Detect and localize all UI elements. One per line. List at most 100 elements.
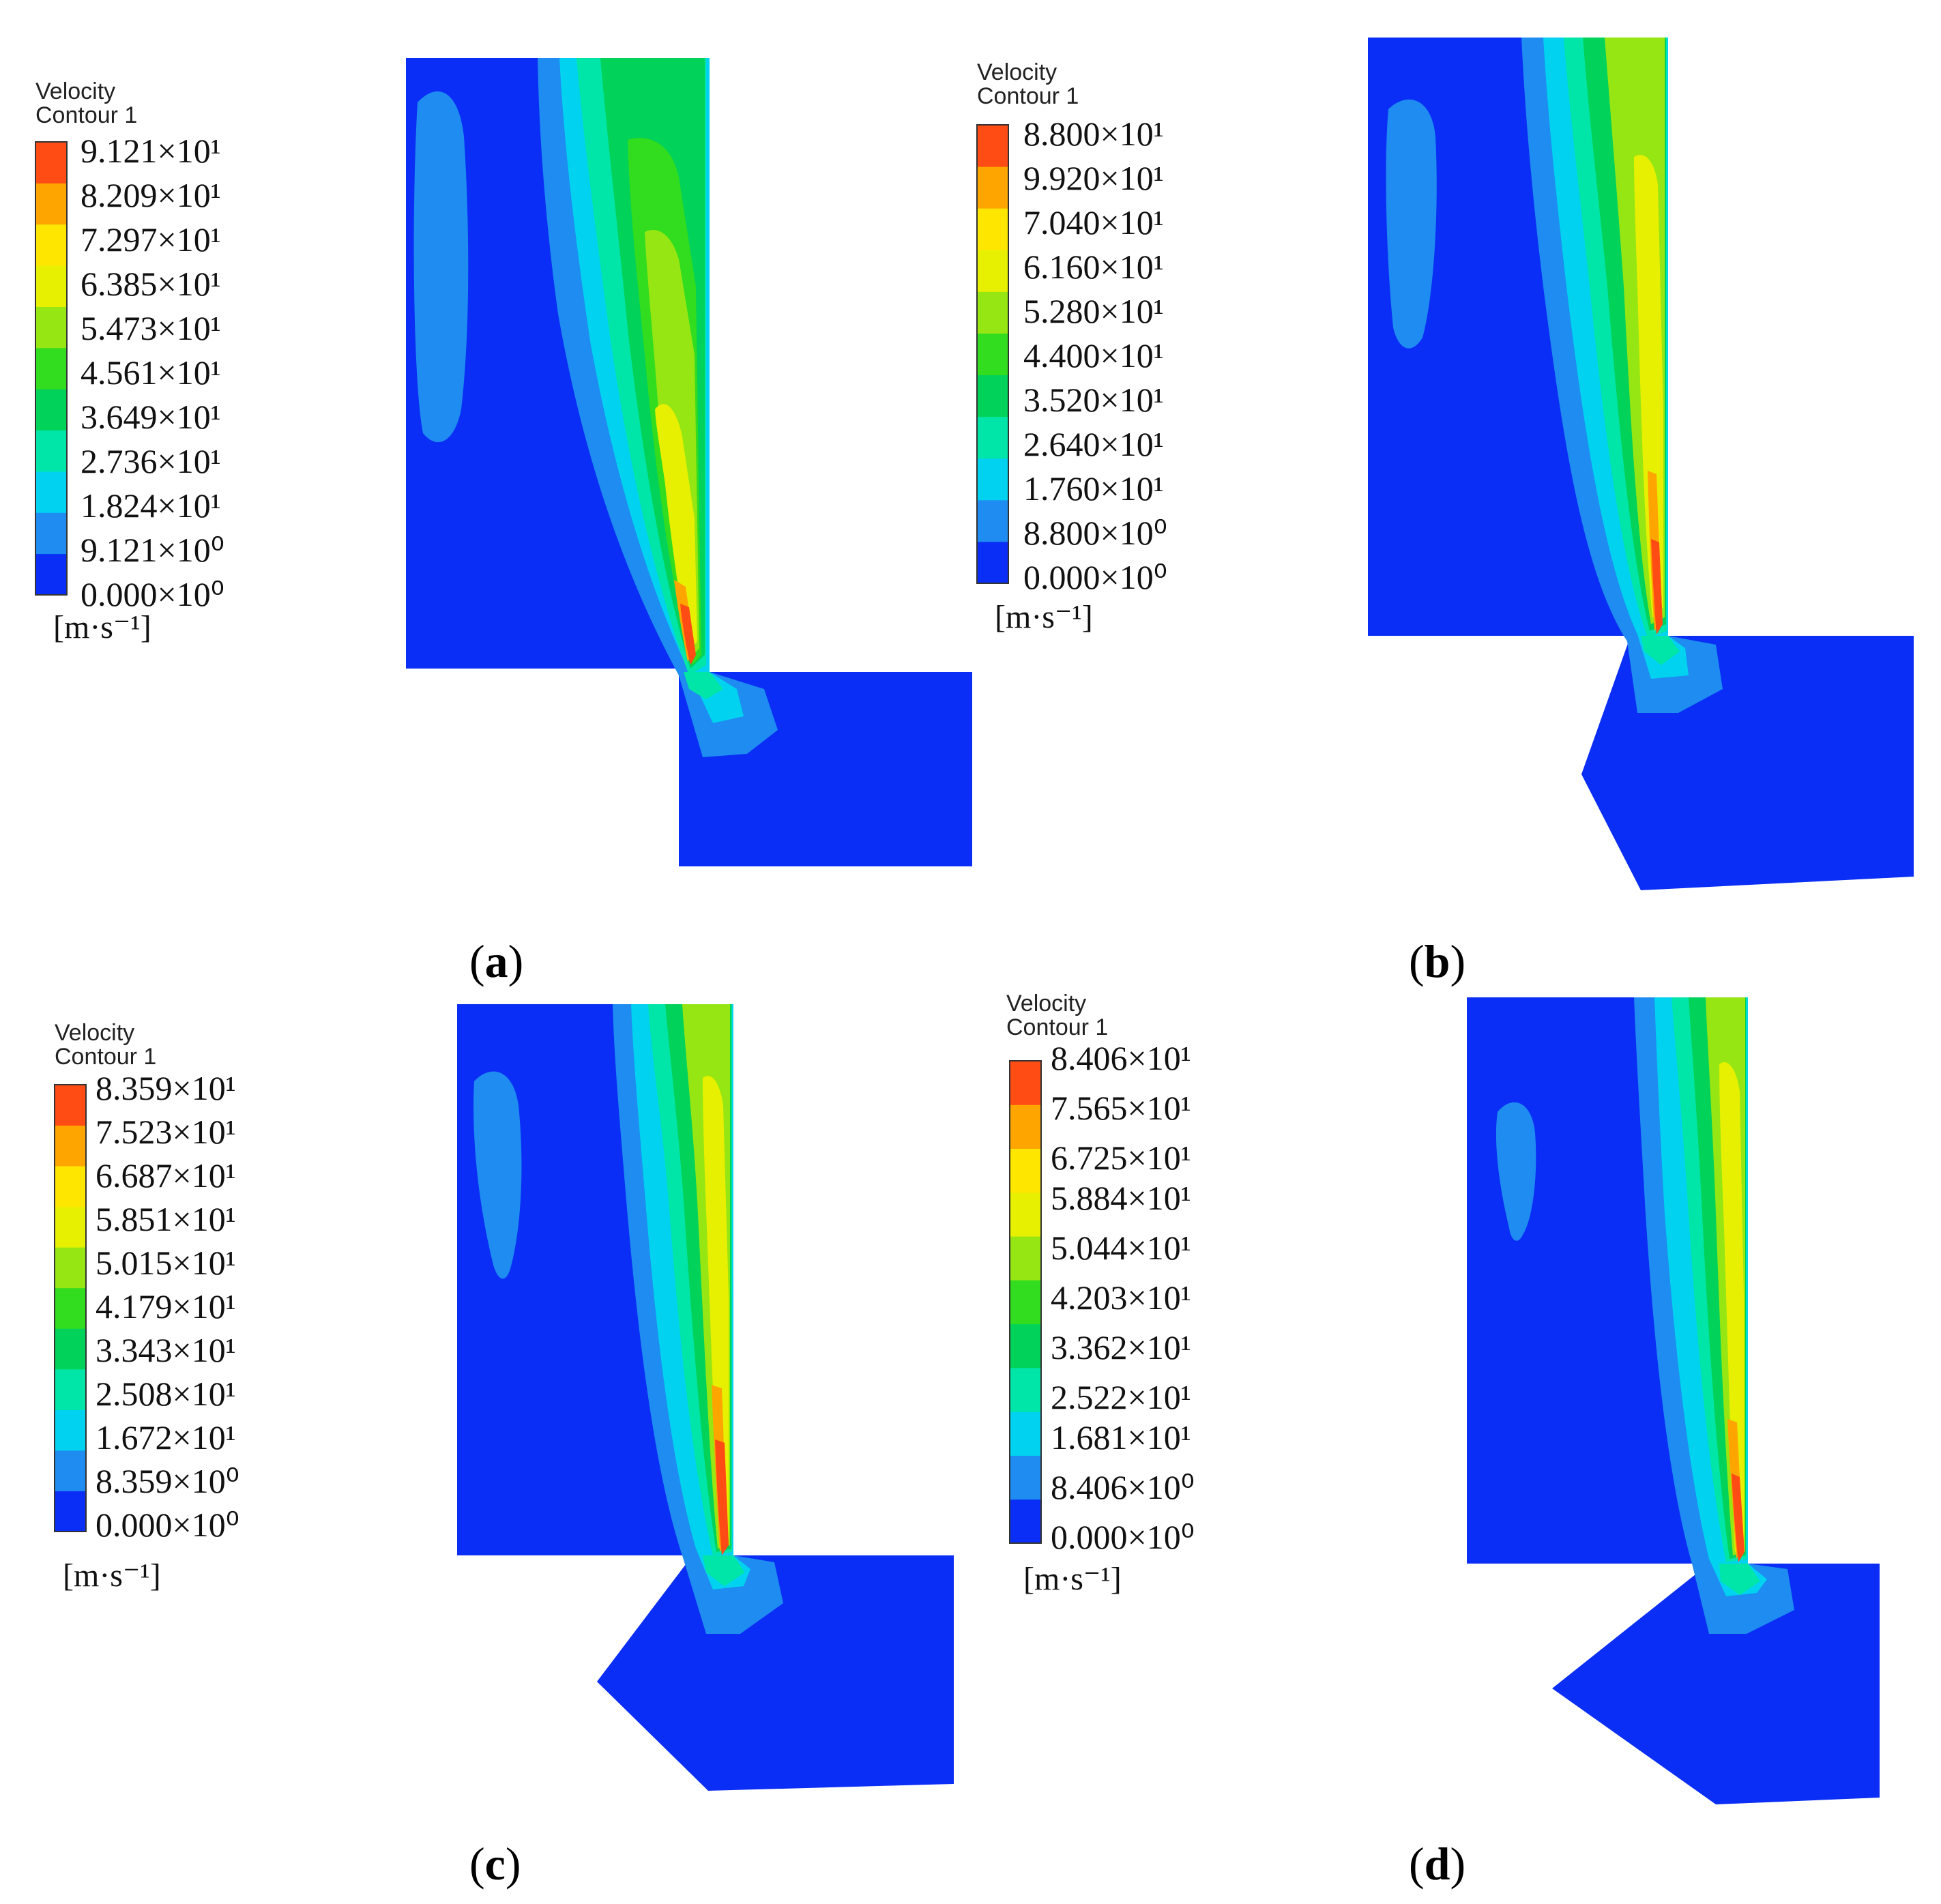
legend-d-tick: 4.203×10¹: [1051, 1278, 1191, 1317]
legend-a-tick: 1.824×10¹: [81, 486, 221, 525]
legend-c-tick: 3.343×10¹: [96, 1331, 236, 1369]
colorbar-segment: [35, 553, 67, 596]
caption-a: (a): [469, 935, 523, 987]
legend-d-ticks: 8.406×10¹ 7.565×10¹ 6.725×10¹ 5.884×10¹ …: [1051, 1039, 1195, 1556]
legend-d-tick: 5.884×10¹: [1051, 1179, 1191, 1217]
colorbar-segment: [977, 125, 1008, 167]
legend-a-tick: 5.473×10¹: [81, 309, 221, 347]
colorbar-segment: [35, 224, 67, 266]
legend-c-tick: 8.359×10¹: [96, 1069, 236, 1107]
legend-a-tick: 9.121×10⁰: [81, 531, 224, 569]
jet-core: [1732, 1474, 1745, 1562]
jet-exit: [1719, 1564, 1760, 1595]
contour-plot-b: [1368, 38, 1914, 890]
jet-core: [1651, 539, 1663, 634]
jet-exit: [703, 1555, 745, 1586]
jet-layer-7: [655, 404, 697, 651]
legend-d-tick: 7.565×10¹: [1051, 1089, 1191, 1127]
colorbar-segment: [1010, 1280, 1041, 1325]
panel-a: Velocity Contour 1 9.121×10¹ 8.209×10¹ 7…: [35, 58, 972, 987]
legend-d-subtitle: Contour 1: [1006, 1014, 1108, 1040]
jet-exit: [684, 672, 723, 699]
caption-d: (d): [1409, 1838, 1465, 1890]
colorbar-segment: [55, 1247, 86, 1289]
legend-b-unit: [m·s⁻¹]: [995, 599, 1093, 635]
legend-d-tick: 8.406×10⁰: [1051, 1468, 1195, 1506]
legend-b-ticks: 8.800×10¹ 9.920×10¹ 7.040×10¹ 6.160×10¹ …: [1023, 115, 1167, 596]
colorbar-segment: [1010, 1104, 1041, 1149]
colorbar-segment: [1010, 1061, 1041, 1105]
colorbar-segment: [977, 499, 1008, 542]
colorbar-frame: [976, 124, 1009, 584]
colorbar-segment: [35, 471, 67, 513]
legend-a-colorbar: [35, 141, 68, 596]
colorbar-segment: [977, 166, 1008, 209]
legend-a-tick: 8.209×10¹: [81, 176, 221, 214]
legend-a-ticks: 9.121×10¹ 8.209×10¹ 7.297×10¹ 6.385×10¹ …: [81, 132, 224, 613]
colorbar-segment: [35, 512, 67, 555]
colorbar-segment: [977, 375, 1008, 418]
colorbar-frame: [35, 141, 68, 596]
panel-d: Velocity Contour 1 8.406×10¹ 7.565×10¹ 6…: [1006, 991, 1880, 1890]
legend-b: Velocity Contour 1 8.800×10¹ 9.920×10¹ 7…: [976, 59, 1167, 635]
colorbar-segment: [55, 1166, 86, 1207]
legend-c: Velocity Contour 1 8.359×10¹ 7.523×10¹ 6…: [54, 1020, 239, 1594]
legend-c-subtitle: Contour 1: [55, 1044, 156, 1070]
legend-d-title: Velocity: [1006, 991, 1086, 1016]
colorbar-segment: [35, 430, 67, 472]
colorbar-segment: [977, 291, 1008, 334]
colorbar-segment: [1010, 1192, 1041, 1237]
jet-core: [680, 604, 696, 665]
caption-c: (c): [469, 1838, 521, 1890]
legend-d-colorbar: [1009, 1060, 1042, 1544]
colorbar-segment: [977, 208, 1008, 250]
panel-b: Velocity Contour 1 8.800×10¹ 9.920×10¹ 7…: [976, 38, 1914, 987]
caption-b: (b): [1409, 935, 1465, 987]
legend-a-tick: 2.736×10¹: [81, 442, 221, 480]
colorbar-segment: [1010, 1411, 1041, 1456]
legend-a-tick: 9.121×10¹: [81, 132, 221, 170]
legend-b-colorbar: [976, 124, 1009, 584]
colorbar-segment: [55, 1287, 86, 1329]
legend-b-tick: 8.800×10⁰: [1023, 514, 1167, 552]
colorbar-segment: [35, 142, 67, 184]
legend-b-tick: 5.280×10¹: [1023, 292, 1164, 330]
recirculation-zone: [413, 91, 469, 443]
legend-b-tick: 6.160×10¹: [1023, 248, 1164, 286]
colorbar-segment: [1010, 1236, 1041, 1280]
colorbar-segment: [55, 1491, 86, 1532]
colorbar-segment: [977, 333, 1008, 376]
legend-c-tick: 4.179×10¹: [96, 1287, 236, 1326]
legend-b-tick: 8.800×10¹: [1023, 115, 1164, 153]
legend-c-tick: 5.851×10¹: [96, 1200, 236, 1238]
legend-b-title: Velocity: [977, 59, 1057, 85]
legend-b-tick: 0.000×10⁰: [1023, 558, 1167, 596]
legend-a-title: Velocity: [35, 78, 115, 104]
colorbar-segment: [1010, 1499, 1041, 1544]
legend-c-tick: 7.523×10¹: [96, 1113, 236, 1151]
legend-d-tick: 1.681×10¹: [1051, 1418, 1191, 1456]
legend-d-unit: [m·s⁻¹]: [1023, 1561, 1122, 1597]
colorbar-segment: [1010, 1367, 1041, 1412]
colorbar-segment: [35, 265, 67, 307]
colorbar-segment: [55, 1368, 86, 1410]
colorbar-segment: [55, 1409, 86, 1451]
legend-a: Velocity Contour 1 9.121×10¹ 8.209×10¹ 7…: [35, 78, 224, 645]
legend-d-tick: 6.725×10¹: [1051, 1139, 1191, 1177]
colorbar-segment: [55, 1085, 86, 1126]
legend-d-tick: 0.000×10⁰: [1051, 1518, 1195, 1556]
legend-c-title: Velocity: [55, 1020, 134, 1046]
colorbar-segment: [35, 183, 67, 225]
legend-a-tick: 6.385×10¹: [81, 265, 221, 303]
legend-c-tick: 2.508×10¹: [96, 1375, 236, 1413]
legend-d-tick: 8.406×10¹: [1051, 1039, 1191, 1077]
colorbar-segment: [1010, 1455, 1041, 1500]
colorbar-segment: [35, 347, 67, 390]
recirculation-zone: [473, 1071, 522, 1279]
legend-d-tick: 5.044×10¹: [1051, 1229, 1191, 1267]
legend-b-tick: 7.040×10¹: [1023, 203, 1164, 241]
legend-a-tick: 4.561×10¹: [81, 353, 221, 392]
legend-c-tick: 5.015×10¹: [96, 1244, 236, 1282]
legend-b-subtitle: Contour 1: [977, 83, 1079, 109]
